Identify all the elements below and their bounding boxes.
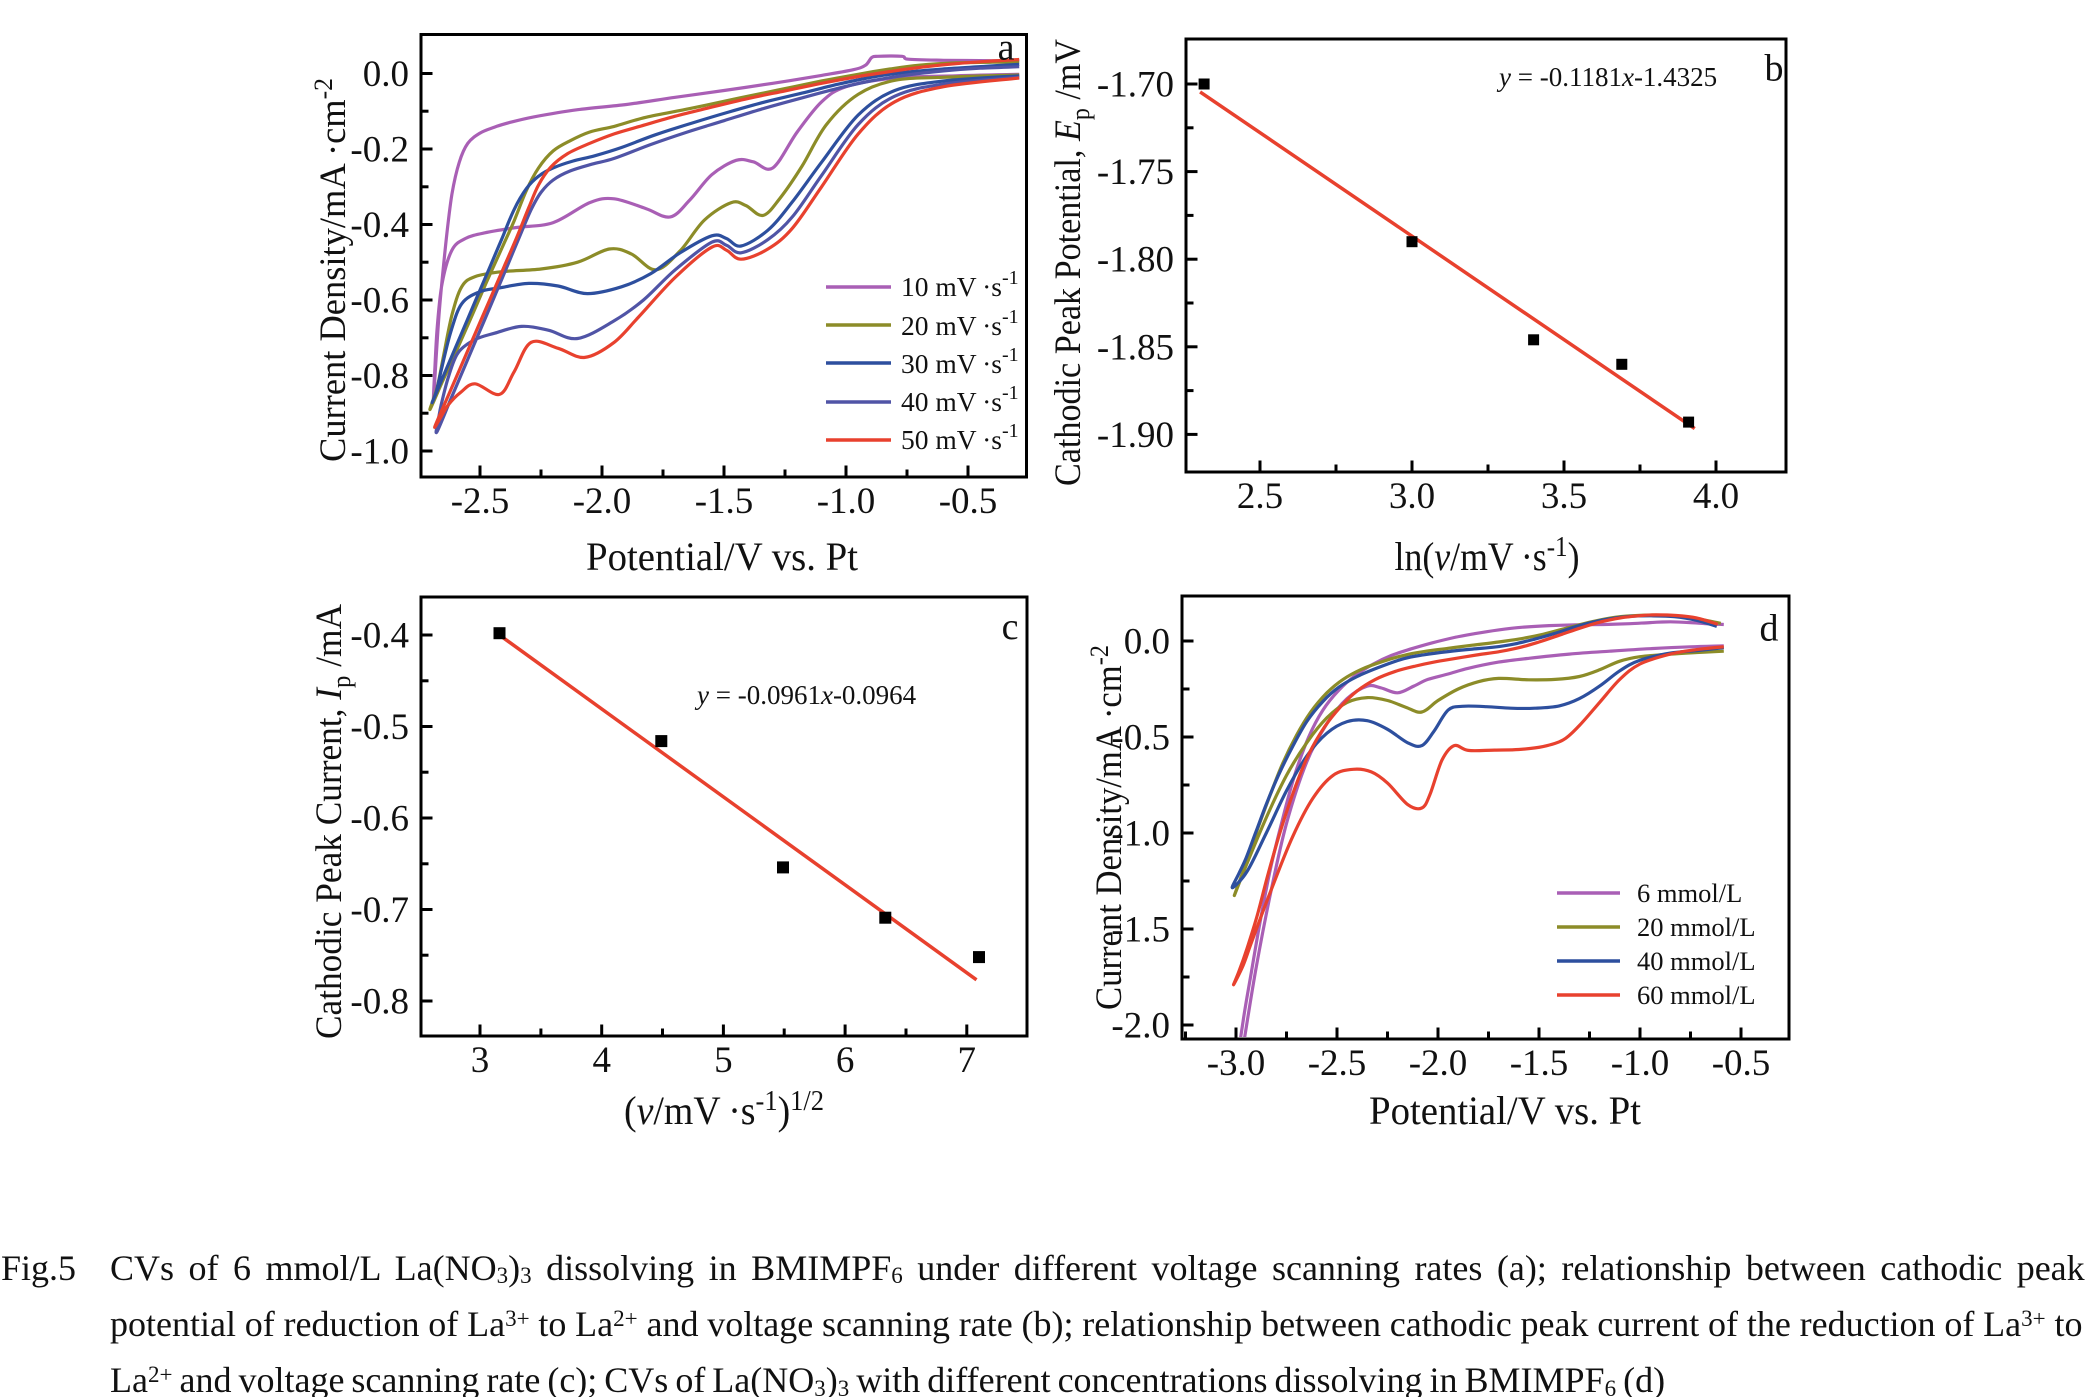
svg-text:6: 6 <box>836 1040 855 1081</box>
svg-text:-0.5: -0.5 <box>1111 718 1170 759</box>
svg-text:-1.0: -1.0 <box>1111 814 1170 855</box>
svg-text:30 mV ·s-1: 30 mV ·s-1 <box>901 344 1019 379</box>
svg-text:-2.5: -2.5 <box>1308 1043 1367 1084</box>
svg-text:-0.5: -0.5 <box>939 481 998 522</box>
svg-text:-1.75: -1.75 <box>1097 152 1174 193</box>
svg-text:3.5: 3.5 <box>1541 476 1587 517</box>
svg-text:Current Density/mA ·cm-2: Current Density/mA ·cm-2 <box>1085 645 1130 1010</box>
svg-text:10 mV ·s-1: 10 mV ·s-1 <box>901 267 1019 302</box>
svg-text:-2.0: -2.0 <box>1111 1006 1170 1047</box>
svg-text:2.5: 2.5 <box>1237 476 1283 517</box>
svg-text:Potential/V vs. Pt: Potential/V vs. Pt <box>586 534 858 579</box>
svg-text:-0.8: -0.8 <box>350 982 409 1023</box>
svg-text:5: 5 <box>714 1040 733 1081</box>
svg-text:-1.80: -1.80 <box>1097 240 1174 281</box>
svg-text:y = -0.1181x-1.4325: y = -0.1181x-1.4325 <box>1496 62 1717 92</box>
svg-text:-0.2: -0.2 <box>350 130 409 171</box>
svg-text:Current Density/mA ·cm-2: Current Density/mA ·cm-2 <box>309 78 354 462</box>
svg-text:3: 3 <box>471 1040 490 1081</box>
svg-text:-2.0: -2.0 <box>1409 1043 1468 1084</box>
svg-text:-0.4: -0.4 <box>350 205 409 246</box>
svg-text:-2.5: -2.5 <box>451 481 510 522</box>
svg-text:-1.0: -1.0 <box>350 432 409 473</box>
svg-text:-3.0: -3.0 <box>1207 1043 1266 1084</box>
svg-text:-0.4: -0.4 <box>350 616 409 657</box>
svg-text:y = -0.0961x-0.0964: y = -0.0961x-0.0964 <box>694 680 917 710</box>
svg-text:a: a <box>998 27 1015 69</box>
svg-text:7: 7 <box>958 1040 977 1081</box>
svg-text:-1.5: -1.5 <box>1510 1043 1569 1084</box>
svg-text:4.0: 4.0 <box>1693 476 1739 517</box>
svg-text:Potential/V vs. Pt: Potential/V vs. Pt <box>1369 1088 1641 1133</box>
svg-text:Cathodic Peak Current, Ip /mA: Cathodic Peak Current, Ip /mA <box>309 604 356 1039</box>
svg-text:-1.90: -1.90 <box>1097 415 1174 456</box>
svg-text:-1.0: -1.0 <box>817 481 876 522</box>
svg-text:20 mV ·s-1: 20 mV ·s-1 <box>901 306 1019 341</box>
svg-text:-0.6: -0.6 <box>350 799 409 840</box>
svg-text:-1.85: -1.85 <box>1097 327 1174 368</box>
svg-text:b: b <box>1765 48 1784 90</box>
svg-text:Cathodic Peak Potential, Ep /m: Cathodic Peak Potential, Ep /mV <box>1048 39 1095 486</box>
svg-text:-1.5: -1.5 <box>695 481 754 522</box>
svg-text:-1.5: -1.5 <box>1111 910 1170 951</box>
svg-text:-1.0: -1.0 <box>1611 1043 1670 1084</box>
svg-text:3.0: 3.0 <box>1389 476 1435 517</box>
svg-text:0.0: 0.0 <box>1124 622 1170 663</box>
svg-text:-0.5: -0.5 <box>1712 1043 1771 1084</box>
svg-text:40 mV ·s-1: 40 mV ·s-1 <box>901 382 1019 417</box>
svg-text:-0.8: -0.8 <box>350 356 409 397</box>
svg-text:-0.6: -0.6 <box>350 281 409 322</box>
svg-text:-1.70: -1.70 <box>1097 65 1174 106</box>
svg-text:c: c <box>1002 606 1019 648</box>
svg-text:-0.5: -0.5 <box>350 707 409 748</box>
svg-text:40 mmol/L: 40 mmol/L <box>1637 946 1756 976</box>
svg-text:(v/mV ·s-1)1/2: (v/mV ·s-1)1/2 <box>624 1086 824 1133</box>
svg-text:0.0: 0.0 <box>363 54 409 95</box>
svg-text:d: d <box>1760 608 1779 650</box>
svg-text:50 mV ·s-1: 50 mV ·s-1 <box>901 420 1019 455</box>
svg-text:-0.7: -0.7 <box>350 890 409 931</box>
svg-text:6 mmol/L: 6 mmol/L <box>1637 878 1742 908</box>
svg-text:-2.0: -2.0 <box>573 481 632 522</box>
svg-text:60 mmol/L: 60 mmol/L <box>1637 980 1756 1010</box>
svg-text:4: 4 <box>592 1040 611 1081</box>
svg-text:20 mmol/L: 20 mmol/L <box>1637 912 1756 942</box>
